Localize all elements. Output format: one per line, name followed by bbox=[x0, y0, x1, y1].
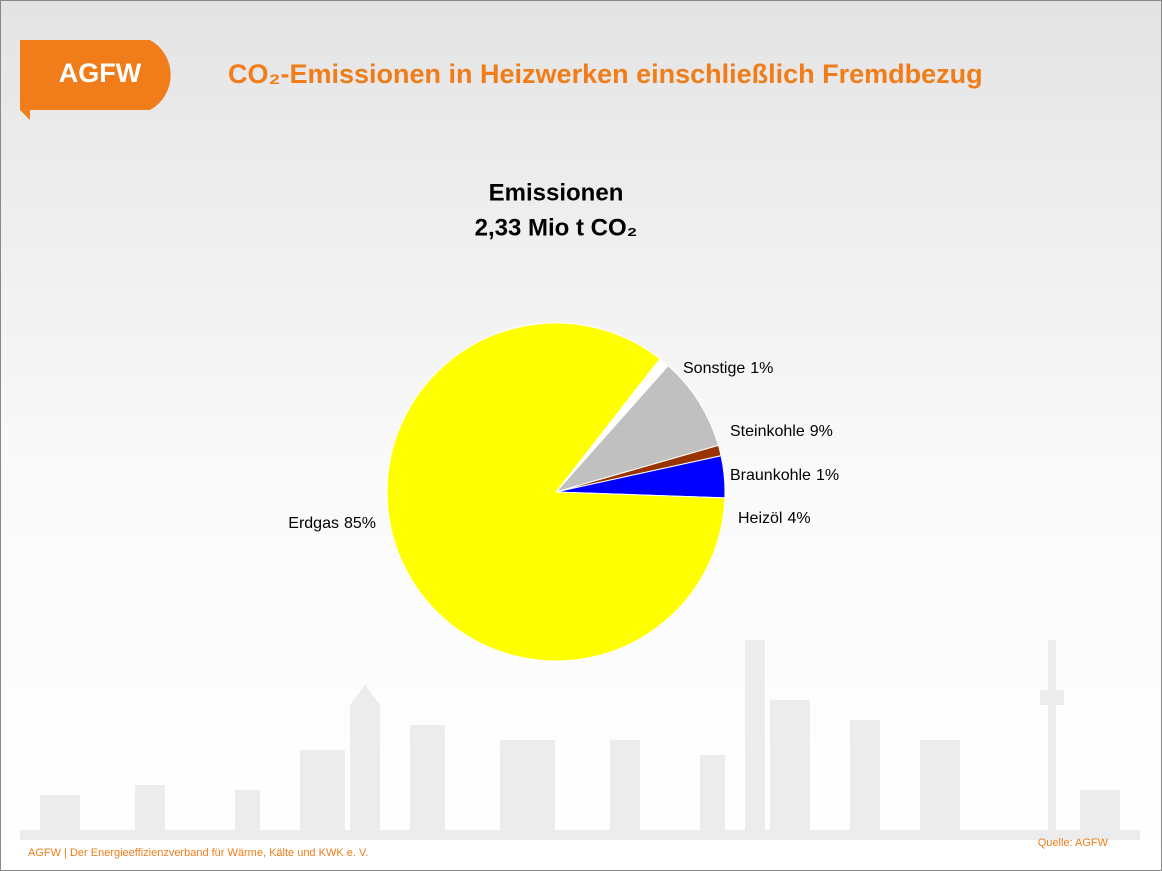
slice-category: Sonstige bbox=[683, 360, 745, 377]
pie-slice bbox=[386, 322, 726, 662]
chart-title: Emissionen bbox=[489, 179, 624, 206]
chart-subtitle: 2,33 Mio t CO₂ bbox=[475, 214, 638, 241]
slice-label: Erdgas 85% bbox=[288, 515, 376, 532]
slide-title: CO₂-Emissionen in Heizwerken einschließl… bbox=[228, 59, 983, 89]
skyline bbox=[20, 640, 1140, 840]
logo-tab bbox=[20, 40, 171, 120]
slice-category: Braunkohle bbox=[730, 467, 811, 484]
slice-value: 4% bbox=[787, 510, 810, 527]
slice-label: Heizöl 4% bbox=[738, 510, 811, 527]
source: Quelle: AGFW bbox=[1038, 837, 1109, 849]
slice-category: Erdgas bbox=[288, 515, 339, 532]
pie-slice bbox=[554, 364, 720, 493]
slice-label: Braunkohle 1% bbox=[730, 467, 839, 484]
slice-value: 9% bbox=[810, 423, 833, 440]
logo: AGFW bbox=[59, 58, 142, 88]
slice-category: Steinkohle bbox=[730, 423, 805, 440]
slice-value: 1% bbox=[750, 360, 773, 377]
slice-label: Sonstige 1% bbox=[683, 360, 773, 377]
slice-label: Steinkohle 9% bbox=[730, 423, 833, 440]
pie: Sonstige 1% Steinkohle 9% Braunkohle 1% Heizöl… bbox=[288, 322, 839, 662]
footer-text: AGFW | Der Energieeffizienzverband für W… bbox=[28, 847, 368, 859]
slice-category: Heizöl bbox=[738, 510, 782, 527]
slice-value: 85% bbox=[344, 515, 376, 532]
slice-value: 1% bbox=[816, 467, 839, 484]
